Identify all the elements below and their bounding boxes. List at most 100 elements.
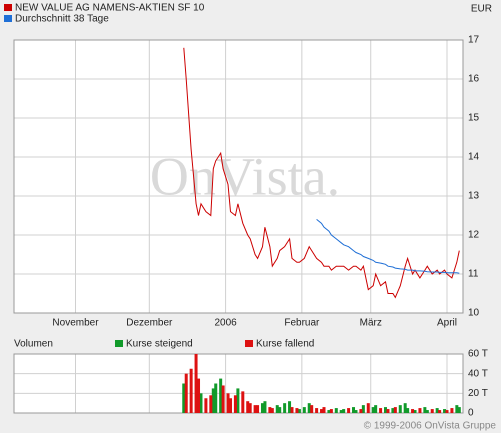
- volume-bar: [406, 408, 410, 413]
- volume-bar: [248, 403, 252, 413]
- y-tick-label: 17: [468, 35, 480, 46]
- volume-bar: [226, 393, 230, 413]
- volume-bar: [241, 391, 245, 413]
- volume-bar: [438, 410, 442, 413]
- volume-bar: [361, 405, 365, 413]
- volume-bar: [359, 409, 363, 413]
- volume-bar: [302, 407, 306, 413]
- volume-bar: [403, 403, 407, 413]
- volume-bar: [189, 368, 193, 413]
- volume-bar: [283, 403, 287, 413]
- volume-bar: [411, 409, 415, 413]
- volume-bar: [391, 408, 395, 413]
- volume-bar: [384, 407, 388, 413]
- volume-bar: [260, 403, 264, 413]
- volume-bar: [199, 393, 203, 413]
- x-tick-label: November: [52, 318, 99, 329]
- volume-bar: [297, 409, 301, 413]
- volume-bar: [430, 409, 434, 413]
- volume-bar: [310, 405, 314, 413]
- volume-bar: [334, 408, 338, 413]
- volume-bar: [423, 407, 427, 413]
- volume-bar: [256, 405, 260, 413]
- volume-bar: [288, 401, 292, 413]
- volume-bar: [268, 407, 272, 413]
- series-line: [183, 47, 460, 299]
- y-tick-label: 60 T: [468, 349, 488, 360]
- volume-bar: [184, 373, 188, 413]
- price-plot-area: [13, 39, 464, 314]
- copyright: © 1999-2006 OnVista Gruppe: [364, 421, 497, 432]
- volume-bar: [374, 405, 378, 413]
- volume-bar: [197, 378, 201, 413]
- volume-bar: [398, 405, 402, 413]
- volume-bar: [366, 403, 370, 413]
- y-tick-label: 15: [468, 113, 480, 124]
- volume-bar: [347, 408, 351, 413]
- y-tick-label: 16: [468, 74, 480, 85]
- volume-bar: [229, 398, 233, 413]
- volume-bar: [354, 410, 358, 413]
- volume-bar: [315, 408, 319, 413]
- legend-label: Durchschnitt 38 Tage: [15, 14, 109, 25]
- volume-bar: [418, 408, 422, 413]
- legend-swatch: [245, 340, 253, 347]
- volume-bar: [339, 410, 343, 413]
- volume-bar: [275, 405, 279, 413]
- volume-bar: [204, 398, 208, 413]
- currency-label: EUR: [471, 4, 492, 15]
- volume-bar: [450, 408, 454, 413]
- legend-label: Kurse steigend: [126, 339, 193, 350]
- y-tick-label: 13: [468, 191, 480, 202]
- volume-bar: [445, 410, 449, 413]
- volume-bar: [352, 407, 356, 413]
- y-tick-label: 10: [468, 308, 480, 319]
- volume-title: Volumen: [14, 339, 53, 350]
- legend-label: NEW VALUE AG NAMENS-AKTIEN SF 10: [15, 3, 205, 14]
- volume-bar: [253, 405, 257, 413]
- volume-bar: [278, 407, 282, 413]
- volume-bar: [295, 408, 299, 413]
- volume-bar: [194, 354, 198, 413]
- y-tick-label: 20 T: [468, 388, 488, 399]
- volume-bar: [457, 407, 461, 413]
- volume-bar: [435, 408, 439, 413]
- volume-bar: [270, 408, 274, 413]
- volume-bar: [290, 407, 294, 413]
- volume-bar: [233, 395, 237, 413]
- volume-bar: [182, 383, 186, 413]
- legend-label: Kurse fallend: [256, 339, 314, 350]
- series-line: [316, 219, 460, 274]
- volume-bar: [307, 403, 311, 413]
- volume-bar: [386, 409, 390, 413]
- volume-bar: [327, 410, 331, 413]
- volume-bar: [322, 407, 326, 413]
- volume-bar: [320, 409, 324, 413]
- volume-bar: [263, 401, 267, 413]
- volume-bar: [371, 407, 375, 413]
- y-tick-label: 0: [468, 408, 474, 419]
- volume-bar: [246, 401, 250, 413]
- volume-bar: [209, 395, 213, 413]
- y-tick-label: 11: [468, 269, 479, 280]
- x-tick-label: April: [437, 318, 457, 329]
- volume-bar: [443, 409, 447, 413]
- volume-bar: [329, 409, 333, 413]
- y-tick-label: 12: [468, 230, 480, 241]
- volume-bar: [425, 410, 429, 413]
- x-tick-label: Februar: [284, 318, 320, 329]
- volume-bar: [211, 388, 215, 413]
- volume-bar: [379, 408, 383, 413]
- plot-border: [13, 39, 464, 314]
- legend-swatch: [4, 4, 12, 11]
- volume-bar: [413, 410, 417, 413]
- volume-bar: [342, 409, 346, 413]
- x-tick-label: März: [360, 318, 382, 329]
- volume-bar: [219, 378, 223, 413]
- volume-bar: [393, 407, 397, 413]
- volume-bar: [221, 385, 225, 413]
- volume-bar: [214, 383, 218, 413]
- legend-swatch: [115, 340, 123, 347]
- legend-swatch: [4, 15, 12, 22]
